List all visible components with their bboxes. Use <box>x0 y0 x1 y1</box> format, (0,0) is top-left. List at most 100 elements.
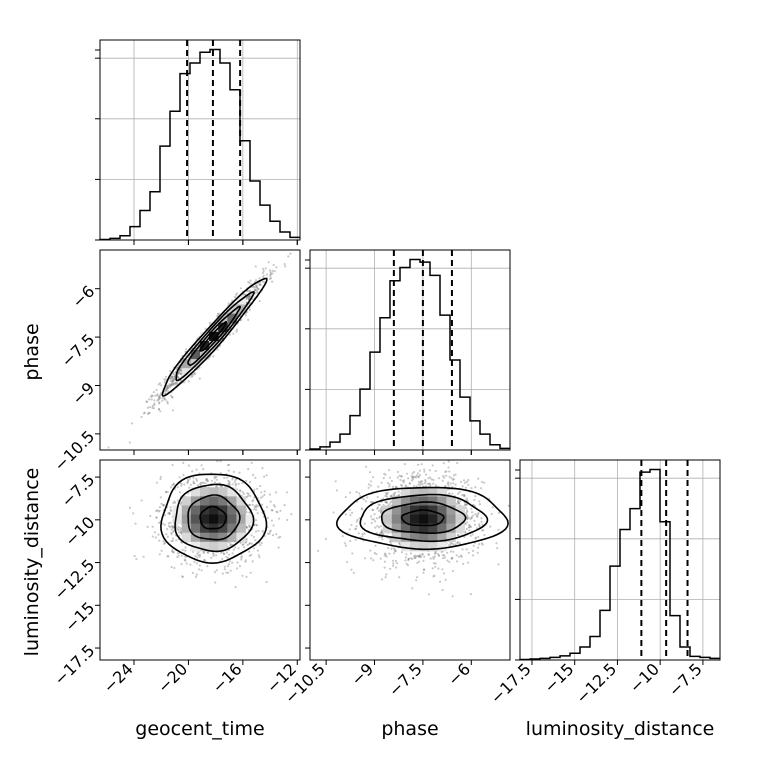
scatter-point <box>417 463 420 466</box>
scatter-point <box>457 492 460 495</box>
density-bin <box>400 523 411 534</box>
scatter-point <box>146 406 149 409</box>
scatter-point <box>452 543 455 546</box>
density-bin <box>419 496 429 506</box>
scatter-point <box>171 463 174 467</box>
scatter-point <box>478 503 481 506</box>
scatter-point <box>163 397 166 400</box>
scatter-point <box>399 478 402 481</box>
panel-frame-hist-luminosity_distance <box>519 459 721 661</box>
scatter-point <box>432 575 435 578</box>
scatter-point <box>379 525 382 528</box>
scatter-point <box>422 568 426 571</box>
density-bin <box>410 496 420 506</box>
scatter-point <box>179 379 182 382</box>
scatter-point <box>385 501 388 504</box>
scatter-point <box>151 404 154 408</box>
scatter-point <box>226 463 229 466</box>
scatter-point <box>462 493 466 496</box>
scatter-point <box>469 524 472 527</box>
scatter-point <box>408 482 411 485</box>
x-axis-label-phase: phase <box>381 718 438 740</box>
scatter-point <box>210 479 213 482</box>
scatter-point <box>164 398 167 401</box>
scatter-point <box>377 509 380 512</box>
scatter-point <box>417 476 420 479</box>
scatter-point <box>343 542 347 545</box>
scatter-point <box>449 550 453 553</box>
scatter-point <box>440 550 443 554</box>
scatter-point <box>393 549 396 553</box>
scatter-point <box>166 490 169 493</box>
scatter-point <box>169 394 172 397</box>
scatter-point <box>146 400 149 403</box>
density-bin <box>428 487 438 497</box>
scatter-point <box>478 543 481 546</box>
density-bin <box>200 340 210 351</box>
scatter-point <box>378 516 381 519</box>
scatter-point <box>253 288 256 291</box>
scatter-point <box>253 508 256 511</box>
scatter-point <box>350 523 353 527</box>
scatter-point <box>461 494 464 497</box>
scatter-point <box>158 395 161 398</box>
scatter-point <box>458 555 461 558</box>
scatter-point <box>179 528 182 532</box>
scatter-point <box>168 512 171 515</box>
scatter-point <box>404 559 407 562</box>
scatter-point <box>410 474 413 478</box>
scatter-point <box>380 510 383 513</box>
scatter-point <box>169 379 172 382</box>
scatter-point <box>360 507 363 510</box>
scatter-point <box>423 568 426 571</box>
scatter-point <box>154 536 157 539</box>
scatter-point <box>398 493 401 497</box>
scatter-point <box>367 486 370 489</box>
scatter-point <box>199 483 202 486</box>
scatter-point <box>289 252 292 255</box>
scatter-point <box>228 333 232 336</box>
scatter-point <box>150 398 153 401</box>
scatter-point <box>253 505 256 508</box>
scatter-point <box>369 480 373 483</box>
density-bin <box>200 532 210 543</box>
scatter-point <box>356 518 359 522</box>
scatter-point <box>169 377 172 380</box>
scatter-point <box>446 551 449 554</box>
scatter-point <box>421 553 424 556</box>
scatter-point <box>442 557 445 560</box>
panel-frame-hist-phase <box>309 249 511 451</box>
scatter-point <box>397 494 400 497</box>
scatter-point <box>367 483 371 486</box>
scatter-point <box>434 562 437 565</box>
scatter-point <box>394 559 397 563</box>
scatter-point <box>448 560 451 564</box>
density-bin <box>218 514 228 524</box>
scatter-point <box>376 507 379 510</box>
scatter-point <box>266 516 269 520</box>
scatter-point <box>457 533 460 537</box>
scatter-point <box>259 283 262 286</box>
scatter-point <box>468 526 471 529</box>
scatter-point <box>242 293 245 296</box>
scatter-point <box>407 557 411 560</box>
scatter-point <box>252 547 255 550</box>
scatter-point <box>148 411 151 415</box>
scatter-point <box>355 520 358 523</box>
scatter-point <box>437 554 441 557</box>
scatter-point <box>238 489 242 492</box>
scatter-point <box>441 479 444 482</box>
scatter-point <box>195 573 198 576</box>
scatter-point <box>279 509 282 512</box>
density-bin <box>428 541 438 552</box>
scatter-point <box>142 555 145 558</box>
scatter-point <box>196 552 199 555</box>
scatter-point <box>257 288 260 291</box>
scatter-point <box>242 492 246 495</box>
scatter-point <box>465 497 468 500</box>
scatter-point <box>497 563 500 566</box>
scatter-point <box>481 480 484 484</box>
scatter-point <box>465 527 468 531</box>
scatter-point <box>476 513 479 516</box>
scatter-point <box>464 486 467 489</box>
